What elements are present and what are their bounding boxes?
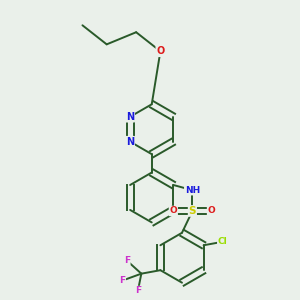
Text: O: O	[169, 206, 177, 215]
Text: F: F	[135, 286, 141, 296]
Text: Cl: Cl	[218, 237, 227, 246]
Text: N: N	[126, 137, 134, 147]
Text: F: F	[119, 276, 125, 285]
Text: F: F	[124, 256, 130, 265]
Text: NH: NH	[185, 186, 200, 195]
Text: N: N	[126, 112, 134, 122]
Text: O: O	[156, 46, 164, 56]
Text: O: O	[208, 206, 215, 215]
Text: S: S	[189, 206, 196, 216]
